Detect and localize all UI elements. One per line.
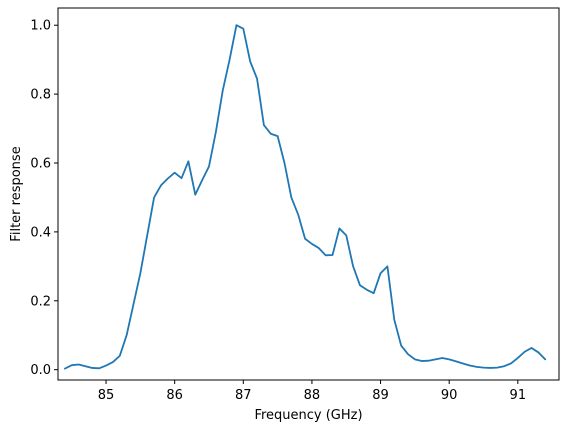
y-tick-label: 0.2 [30, 294, 51, 309]
axes-frame [57, 7, 560, 381]
y-axis-ticks: 0.0 0.2 0.4 0.6 0.8 1.0 [30, 19, 58, 378]
x-tick-label: 90 [441, 388, 458, 403]
y-tick-label: 0.6 [30, 157, 51, 172]
plot-area [57, 7, 560, 381]
series-line-0 [63, 24, 547, 370]
x-tick-label: 85 [98, 388, 115, 403]
x-tick-label: 87 [235, 388, 252, 403]
y-tick-label: 1.0 [30, 19, 51, 34]
y-tick-label: 0.8 [30, 88, 51, 103]
x-tick-label: 89 [372, 388, 389, 403]
y-tick-label: 0.4 [30, 225, 51, 240]
x-tick-label: 88 [304, 388, 321, 403]
x-tick-label: 86 [166, 388, 183, 403]
x-tick-label: 91 [510, 388, 527, 403]
x-axis-label: Frequency (GHz) [254, 408, 362, 423]
y-axis-label: Filter response [9, 146, 24, 241]
x-axis-ticks: 85 86 87 88 89 90 91 [98, 380, 526, 403]
y-tick-label: 0.0 [30, 363, 51, 378]
